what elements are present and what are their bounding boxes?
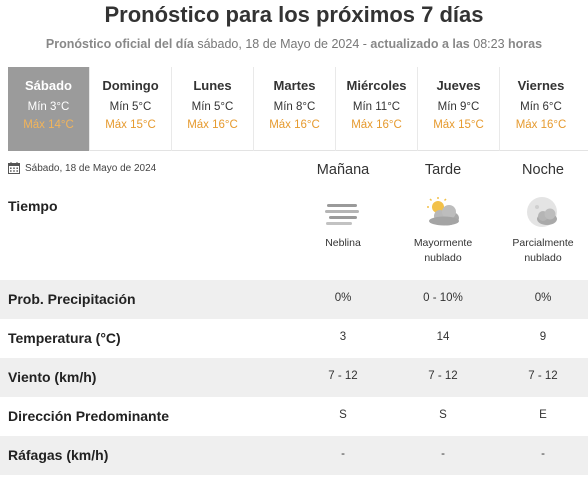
row-value: -: [441, 448, 445, 460]
day-max-temp: Máx 16°C: [187, 119, 238, 131]
calendar-icon: [8, 162, 20, 174]
table-row: Temperatura (°C) 3 14 9: [0, 319, 588, 358]
weather-text-line2: nublado: [424, 252, 462, 264]
fog-icon: [325, 204, 359, 225]
weather-noche: Parcialmente nublado: [483, 196, 588, 266]
day-tab-domingo[interactable]: Domingo Mín 5°C Máx 15°C: [90, 67, 172, 151]
row-label: Ráfagas (km/h): [8, 447, 109, 463]
day-max-temp: Máx 16°C: [269, 119, 320, 131]
weather-tarde: Mayormente nublado: [383, 196, 503, 266]
day-tab-jueves[interactable]: Jueves Mín 9°C Máx 15°C: [418, 67, 500, 151]
row-value: -: [541, 448, 545, 460]
table-row: Ráfagas (km/h) - - -: [0, 436, 588, 475]
day-max-temp: Máx 15°C: [105, 119, 156, 131]
day-min-temp: Mín 3°C: [27, 101, 70, 113]
weather-text-line2: nublado: [524, 252, 562, 264]
period-tarde: Tarde: [424, 162, 462, 178]
row-label: Dirección Predominante: [8, 408, 170, 424]
weather-label: Tiempo: [8, 198, 58, 214]
row-value: 0%: [534, 292, 552, 304]
row-value: 7 - 12: [328, 370, 358, 382]
period-noche: Noche: [522, 162, 564, 178]
day-max-temp: Máx 16°C: [351, 119, 402, 131]
day-max-temp: Máx 14°C: [23, 119, 74, 131]
weather-manana: Neblina: [283, 196, 403, 251]
table-row: Prob. Precipitación 0% 0 - 10% 0%: [0, 280, 588, 319]
row-label: Viento (km/h): [8, 369, 97, 385]
subtitle-separator: -: [359, 37, 371, 51]
subtitle-date: sábado, 18 de Mayo de 2024: [197, 37, 360, 51]
day-tab-miercoles[interactable]: Miércoles Mín 11°C Máx 16°C: [336, 67, 418, 151]
row-value: S: [439, 409, 447, 421]
day-tabs: Sábado Mín 3°C Máx 14°C Domingo Mín 5°C …: [8, 67, 588, 151]
day-min-temp: Mín 5°C: [191, 101, 234, 113]
day-name: Sábado: [25, 78, 72, 93]
day-min-temp: Mín 5°C: [109, 101, 152, 113]
period-headers: Mañana Tarde Noche: [0, 162, 588, 182]
table-row: Dirección Predominante S S E: [0, 397, 588, 436]
row-value: S: [339, 409, 347, 421]
day-name: Jueves: [436, 78, 481, 93]
sun-cloud-icon: [427, 197, 459, 226]
row-value: 9: [539, 331, 547, 343]
selected-date: Sábado, 18 de Mayo de 2024: [8, 162, 156, 174]
day-max-temp: Máx 16°C: [515, 119, 567, 131]
weather-text-line1: Mayormente: [413, 237, 473, 249]
day-min-temp: Mín 8°C: [273, 101, 316, 113]
subtitle-prefix: Pronóstico oficial del día: [45, 37, 194, 51]
day-name: Lunes: [193, 78, 232, 93]
day-min-temp: Mín 9°C: [437, 101, 480, 113]
weather-text-line1: Parcialmente: [512, 237, 574, 249]
row-value: E: [539, 409, 547, 421]
subtitle-updated: actualizado a las: [370, 37, 470, 51]
day-max-temp: Máx 15°C: [433, 119, 484, 131]
row-value: 0%: [334, 292, 352, 304]
day-name: Viernes: [517, 78, 565, 93]
moon-cloud-icon: [527, 197, 557, 227]
page-subtitle: Pronóstico oficial del día sábado, 18 de…: [0, 37, 588, 51]
day-tab-viernes[interactable]: Viernes Mín 6°C Máx 16°C: [500, 67, 582, 151]
row-value: 7 - 12: [528, 370, 558, 382]
day-name: Miércoles: [346, 78, 407, 93]
selected-date-text: Sábado, 18 de Mayo de 2024: [25, 162, 157, 174]
detail-table: Prob. Precipitación 0% 0 - 10% 0% Temper…: [0, 280, 588, 475]
table-row: Viento (km/h) 7 - 12 7 - 12 7 - 12: [0, 358, 588, 397]
row-value: 0 - 10%: [423, 292, 463, 304]
row-value: 3: [339, 331, 347, 343]
day-name: Martes: [273, 78, 316, 93]
subtitle-suffix: horas: [508, 37, 543, 51]
row-label: Prob. Precipitación: [8, 291, 136, 307]
day-tab-martes[interactable]: Martes Mín 8°C Máx 16°C: [254, 67, 336, 151]
row-value: 7 - 12: [428, 370, 458, 382]
day-min-temp: Mín 6°C: [520, 101, 562, 113]
row-value: 14: [436, 331, 450, 343]
period-manana: Mañana: [316, 162, 370, 178]
day-min-temp: Mín 11°C: [352, 101, 401, 113]
row-value: -: [341, 448, 345, 460]
page-title: Pronóstico para los próximos 7 días: [104, 2, 484, 27]
row-label: Temperatura (°C): [8, 330, 121, 346]
weather-text-line1: Neblina: [325, 237, 361, 249]
day-tab-sabado[interactable]: Sábado Mín 3°C Máx 14°C: [8, 67, 90, 151]
day-tab-lunes[interactable]: Lunes Mín 5°C Máx 16°C: [172, 67, 254, 151]
subtitle-time: 08:23: [473, 37, 505, 51]
day-name: Domingo: [102, 78, 159, 93]
